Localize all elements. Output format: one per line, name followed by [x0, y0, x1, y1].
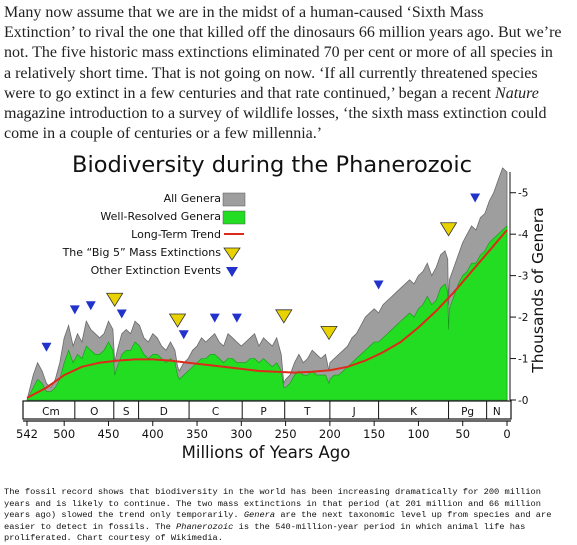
caption-line: easier to detect in fossils. The Phanero… [4, 521, 526, 532]
well-resolved-genera-area [26, 225, 508, 401]
period-band [22, 400, 512, 420]
big5-extinction-marker [275, 309, 293, 324]
period-label: C [212, 406, 219, 418]
other-extinction-marker [116, 309, 127, 319]
other-extinction-marker [69, 305, 80, 315]
figure-caption: The fossil record shows that biodiversit… [4, 487, 570, 545]
caption-line: years and is likely to continue. The two… [4, 498, 541, 509]
period-label: Cm [42, 406, 60, 418]
legend-swatch-all [222, 192, 246, 207]
period-label: S [123, 406, 130, 418]
y-tick-label: -5 [518, 188, 528, 200]
y-axis-label: Thousands of Genera [529, 207, 547, 373]
other-extinction-marker [373, 280, 384, 290]
legend-label-other: Other Extinction Events [91, 264, 222, 277]
nature-italic: Nature [495, 84, 539, 102]
legend-swatch-big5-icon [223, 247, 241, 261]
y-tick-label: -3 [518, 271, 528, 283]
period-label: P [260, 406, 266, 418]
other-extinction-marker [178, 330, 189, 340]
period-label: D [160, 406, 168, 418]
x-tick-label: 200 [319, 427, 341, 441]
legend-label-resolved: Well-Resolved Genera [100, 210, 221, 223]
x-tick-label: 50 [455, 427, 470, 441]
article-line: a relatively short time. That is not goi… [4, 64, 538, 82]
article-line: were to go extinct in a few centuries an… [4, 84, 539, 102]
caption-line: proliferated. Chart courtesy of Wikimedi… [4, 533, 223, 543]
x-tick-label: 542 [16, 427, 38, 441]
big5-extinction-marker [105, 292, 124, 307]
other-extinction-marker [85, 301, 96, 311]
x-tick-label: 400 [142, 427, 164, 441]
article-line: not. The five historic mass extinctions … [4, 44, 553, 62]
y-tick-label: -4 [518, 229, 529, 241]
x-tick-label: 250 [275, 427, 297, 441]
period-label: Pg [461, 406, 474, 418]
article-line: magazine introduction to a survey of wil… [4, 104, 547, 122]
caption-line: The fossil record shows that biodiversit… [4, 487, 541, 497]
period-label: K [410, 406, 418, 418]
other-extinction-marker [231, 313, 242, 323]
other-extinction-marker [209, 313, 220, 323]
legend-swatch-resolved [222, 210, 246, 225]
y-tick-label: -0 [518, 395, 528, 407]
article-line: come in a couple of centuries or a few m… [4, 125, 323, 143]
article-line: Many now assume that we are in the midst… [4, 4, 484, 21]
long-term-trend-line [26, 229, 508, 399]
legend-label-trend: Long-Term Trend [131, 228, 221, 241]
other-extinction-marker [470, 193, 481, 203]
big5-extinction-marker [439, 222, 458, 237]
chart-legend: All Genera Well-Resolved Genera Long-Ter… [62, 192, 246, 277]
article-line: Extinction’ to rival the one that killed… [4, 24, 562, 42]
y-tick-label: -1 [518, 354, 528, 366]
x-tick-label: 150 [363, 427, 385, 441]
x-tick-label: 450 [97, 427, 119, 441]
legend-label-all: All Genera [164, 192, 221, 205]
x-tick-label: 350 [186, 427, 208, 441]
y-tick-label: -2 [518, 312, 528, 324]
period-label: O [90, 406, 98, 418]
period-label: T [303, 406, 311, 418]
article-text: Many now assume that we are in the midst… [4, 3, 570, 144]
x-tick-label: 0 [503, 427, 510, 441]
big5-extinction-marker [168, 313, 187, 328]
legend-label-big5: The “Big 5” Mass Extinctions [62, 246, 222, 259]
x-tick-label: 100 [407, 427, 429, 441]
caption-line: years ago) slowed the trend only tempora… [4, 510, 552, 520]
period-label: J [352, 406, 356, 418]
period-label: N [493, 406, 501, 418]
x-axis-label: Millions of Years Ago [182, 443, 351, 462]
x-tick-label: 500 [53, 427, 75, 441]
legend-swatch-other-icon [226, 267, 238, 277]
big5-extinction-marker [320, 325, 338, 341]
genera-italic: Genera [243, 510, 276, 520]
chart-title: Biodiversity during the Phanerozoic [72, 152, 472, 178]
phanerozoic-italic: Phanerozoic [176, 521, 234, 532]
other-extinction-marker [41, 342, 52, 352]
x-tick-label: 300 [230, 427, 252, 441]
